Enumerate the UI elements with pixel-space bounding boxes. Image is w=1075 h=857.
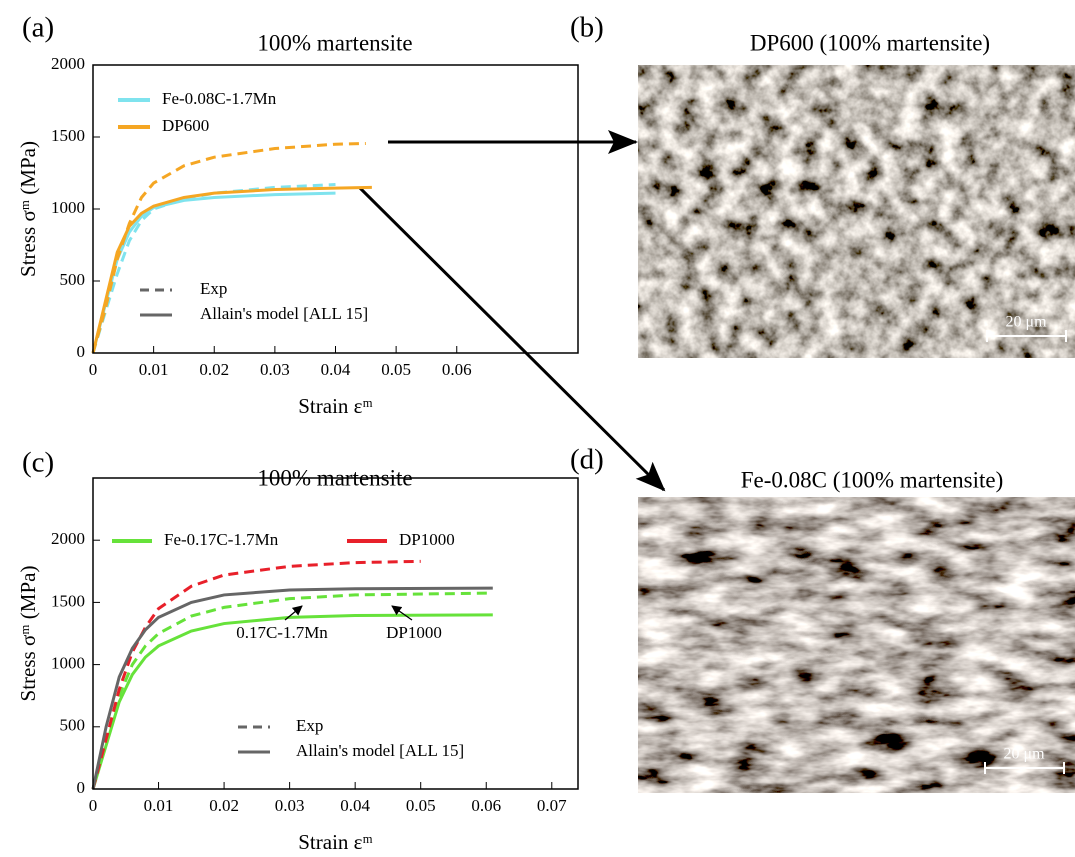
y-tick-label: 1000 [51, 654, 85, 673]
connector-arrow [358, 186, 666, 492]
panel-title: DP600 (100% martensite) [750, 30, 990, 55]
plot-frame [92, 477, 579, 790]
legend-label: DP1000 [399, 530, 455, 549]
x-tick-label: 0.02 [199, 360, 229, 379]
scale-bar-label: 20 μm [1005, 314, 1047, 331]
legend-label: Allain's model [ALL 15] [200, 304, 368, 323]
x-tick-label: 0.05 [381, 360, 411, 379]
micrograph [638, 65, 1075, 358]
plot-frame [92, 64, 579, 354]
legend-label: Exp [296, 716, 323, 735]
panel-label: (b) [570, 12, 604, 44]
scale-bar-label: 20 μm [1003, 746, 1045, 763]
y-tick-label: 0 [77, 778, 86, 797]
curve [91, 191, 336, 354]
panel-label: (d) [570, 444, 604, 476]
x-tick-label: 0.02 [209, 796, 239, 815]
x-tick-label: 0.03 [275, 796, 305, 815]
legend-label: Allain's model [ALL 15] [296, 741, 464, 760]
x-axis-label: Strain εᵐ [298, 830, 373, 854]
x-tick-label: 0 [89, 360, 98, 379]
y-tick-label: 1000 [51, 198, 85, 217]
y-tick-label: 2000 [51, 54, 85, 73]
x-tick-label: 0.03 [260, 360, 290, 379]
legend-label: Fe-0.17C-1.7Mn [164, 530, 279, 549]
x-tick-label: 0.05 [406, 796, 436, 815]
y-tick-label: 2000 [51, 529, 85, 548]
x-tick-label: 0.01 [139, 360, 169, 379]
panel-title: Fe-0.08C (100% martensite) [741, 467, 1004, 492]
y-tick-label: 0 [77, 342, 86, 361]
y-tick-label: 500 [60, 270, 86, 289]
curve [91, 586, 493, 790]
legend-label: Fe-0.08C-1.7Mn [162, 89, 277, 108]
annotation: DP1000 [386, 623, 442, 642]
annotation-arrow [284, 605, 303, 621]
micrograph [638, 497, 1075, 793]
curve [91, 183, 336, 354]
x-tick-label: 0 [89, 796, 98, 815]
x-tick-label: 0.06 [442, 360, 472, 379]
panel-label: (c) [22, 447, 54, 479]
panel-label: (a) [22, 12, 54, 44]
y-tick-label: 1500 [51, 591, 85, 610]
curve [91, 559, 421, 790]
curve [91, 185, 372, 354]
legend-label: Exp [200, 279, 227, 298]
annotation-arrow [391, 605, 413, 621]
y-tick-label: 500 [60, 716, 86, 735]
x-tick-label: 0.07 [537, 796, 567, 815]
curve [91, 613, 493, 790]
y-axis-label: Stress σᵐ (MPa) [16, 566, 40, 702]
x-axis-label: Strain εᵐ [298, 394, 373, 418]
curve [91, 141, 366, 354]
x-tick-label: 0.04 [321, 360, 351, 379]
y-tick-label: 1500 [51, 126, 85, 145]
annotation: 0.17C-1.7Mn [236, 623, 328, 642]
x-tick-label: 0.06 [471, 796, 501, 815]
legend-label: DP600 [162, 116, 209, 135]
x-tick-label: 0.01 [144, 796, 174, 815]
x-tick-label: 0.04 [340, 796, 370, 815]
chart-title: 100% martensite [257, 30, 412, 55]
y-axis-label: Stress σᵐ (MPa) [16, 141, 40, 277]
